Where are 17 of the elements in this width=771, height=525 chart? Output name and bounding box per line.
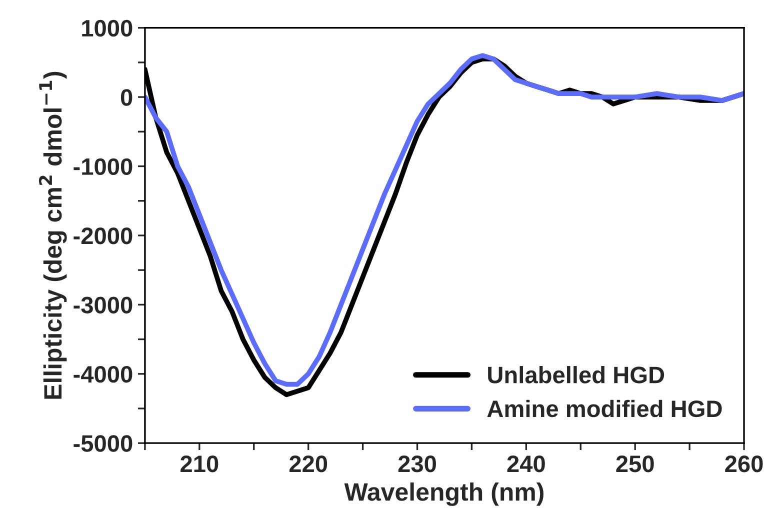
y-tick-label: -4000 (74, 366, 132, 383)
x-tick-label: 260 (725, 456, 763, 472)
y-tick-label: 0 (120, 89, 132, 106)
y-tick-label: -2000 (74, 228, 132, 244)
y-axis-title: Ellipticity (deg cm$^{2}$ dmol$^{−1}$) (38, 72, 67, 399)
y-tick-label: -3000 (74, 296, 132, 314)
y-tick-label: -1000 (74, 158, 132, 176)
x-tick-label: 250 (616, 456, 654, 472)
legend-label: Amine modified HGD (487, 400, 722, 418)
x-tick-label: 240 (507, 456, 545, 472)
y-tick-label: -5000 (74, 435, 132, 452)
y-tick-label: 1000 (82, 20, 132, 37)
legend-label: Unlabelled HGD (488, 366, 664, 384)
x-tick-label: 230 (398, 456, 436, 472)
x-axis-title: Wavelength (nm) (344, 482, 544, 506)
x-tick-label: 210 (180, 456, 218, 472)
x-tick-label: 220 (289, 456, 328, 472)
